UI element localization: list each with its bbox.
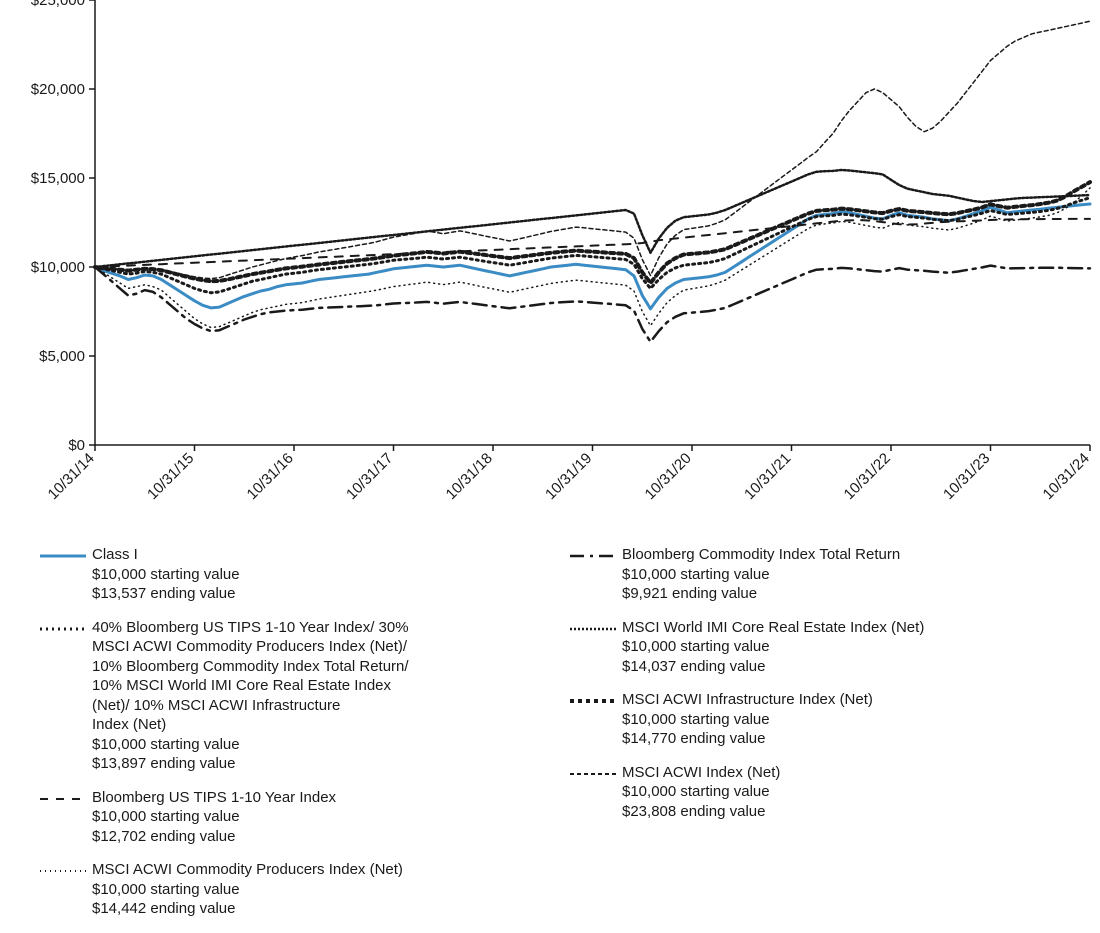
series-infrastructure — [95, 182, 1090, 283]
svg-text:10/31/24: 10/31/24 — [1040, 450, 1093, 503]
legend-swatch — [40, 792, 86, 806]
svg-text:$0: $0 — [68, 437, 85, 454]
svg-text:10/31/14: 10/31/14 — [45, 450, 98, 503]
svg-text:10/31/18: 10/31/18 — [443, 450, 496, 503]
growth-chart: $0 $5,000 $10,000 $15,000 $20,000 $25,000 10/3… — [0, 0, 1100, 540]
legend-item-infrastructure: MSCI ACWI Infrastructure Index (Net)$10,… — [570, 690, 1070, 749]
svg-text:10/31/23: 10/31/23 — [940, 450, 993, 503]
svg-text:$15,000: $15,000 — [31, 170, 85, 187]
legend-swatch — [570, 767, 616, 781]
legend-swatch — [570, 622, 616, 636]
legend-item-acwi: MSCI ACWI Index (Net)$10,000 starting va… — [570, 763, 1070, 822]
series-tips — [95, 219, 1090, 267]
legend-text: Bloomberg Commodity Index Total Return$1… — [622, 545, 900, 604]
legend-text: MSCI ACWI Index (Net)$10,000 starting va… — [622, 763, 780, 822]
svg-text:10/31/21: 10/31/21 — [741, 450, 794, 503]
legend-text: MSCI World IMI Core Real Estate Index (N… — [622, 618, 924, 677]
legend-item-real_estate: MSCI World IMI Core Real Estate Index (N… — [570, 618, 1070, 677]
svg-text:10/31/20: 10/31/20 — [642, 450, 695, 503]
svg-text:$25,000: $25,000 — [31, 0, 85, 9]
legend-item-class_i: Class I$10,000 starting value$13,537 end… — [40, 545, 560, 604]
legend-swatch — [570, 549, 616, 563]
series-commodity_producers — [95, 188, 1090, 328]
legend-swatch — [570, 694, 616, 708]
legend-swatch — [40, 622, 86, 636]
legend-text: Bloomberg US TIPS 1-10 Year Index$10,000… — [92, 788, 336, 847]
legend-text: MSCI ACWI Infrastructure Index (Net)$10,… — [622, 690, 873, 749]
series-acwi — [95, 21, 1090, 278]
legend-swatch — [40, 864, 86, 878]
legend-item-commodity_producers: MSCI ACWI Commodity Producers Index (Net… — [40, 860, 560, 919]
svg-text:10/31/16: 10/31/16 — [244, 450, 297, 503]
legend-item-bloomberg_commodity: Bloomberg Commodity Index Total Return$1… — [570, 545, 1070, 604]
svg-text:10/31/22: 10/31/22 — [841, 450, 894, 503]
legend-text: Class I$10,000 starting value$13,537 end… — [92, 545, 240, 604]
legend-item-tips: Bloomberg US TIPS 1-10 Year Index$10,000… — [40, 788, 560, 847]
legend-text: 40% Bloomberg US TIPS 1-10 Year Index/ 3… — [92, 618, 409, 774]
svg-text:$10,000: $10,000 — [31, 259, 85, 276]
legend-item-blended: 40% Bloomberg US TIPS 1-10 Year Index/ 3… — [40, 618, 560, 774]
svg-text:10/31/19: 10/31/19 — [542, 450, 595, 503]
svg-text:$20,000: $20,000 — [31, 81, 85, 98]
svg-text:10/31/15: 10/31/15 — [144, 450, 197, 503]
svg-text:$5,000: $5,000 — [39, 348, 85, 365]
legend-text: MSCI ACWI Commodity Producers Index (Net… — [92, 860, 403, 919]
svg-text:10/31/17: 10/31/17 — [343, 450, 396, 503]
legend-swatch — [40, 549, 86, 563]
